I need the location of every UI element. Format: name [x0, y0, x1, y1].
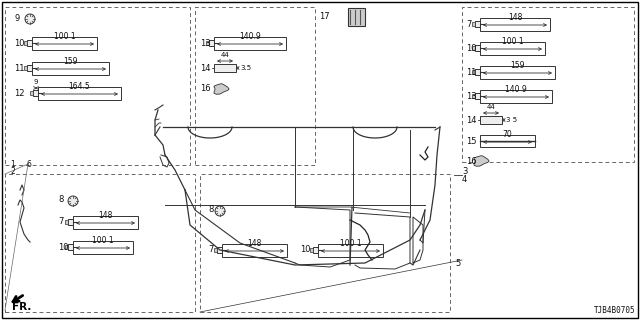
Text: 13: 13 [466, 92, 477, 100]
Text: 10: 10 [58, 243, 68, 252]
Text: 7: 7 [58, 218, 63, 227]
Bar [214, 248, 217, 252]
Bar [462, 7, 634, 162]
Text: 159: 159 [510, 61, 525, 70]
Text: 148: 148 [99, 211, 113, 220]
Text: 14: 14 [200, 63, 211, 73]
Bar [30, 91, 33, 95]
Bar [38, 87, 121, 100]
Bar [200, 174, 450, 312]
Text: 159: 159 [63, 57, 77, 66]
Bar [472, 94, 475, 98]
Text: FR.: FR. [12, 302, 32, 312]
Text: 10: 10 [300, 245, 310, 254]
Text: 140.9: 140.9 [239, 32, 261, 41]
Bar [214, 64, 236, 72]
Text: 7: 7 [466, 20, 472, 28]
Bar [472, 70, 475, 74]
Text: 16: 16 [466, 156, 477, 165]
Bar [472, 46, 475, 50]
Text: 2: 2 [10, 166, 15, 175]
Bar [217, 247, 222, 253]
Bar [32, 62, 109, 75]
Text: 8: 8 [208, 205, 213, 214]
Bar [24, 41, 27, 45]
Text: 148: 148 [247, 239, 262, 248]
Bar [24, 66, 27, 70]
Text: 8: 8 [58, 196, 63, 204]
Bar [214, 37, 286, 50]
Bar [480, 18, 550, 31]
Polygon shape [474, 156, 489, 166]
Bar [73, 216, 138, 229]
Circle shape [215, 206, 225, 216]
Bar [318, 244, 383, 257]
Circle shape [68, 196, 78, 206]
Text: 5: 5 [455, 259, 460, 268]
Text: 12: 12 [14, 89, 24, 98]
Bar [209, 40, 214, 46]
Bar [5, 7, 190, 165]
Bar [310, 248, 313, 252]
Bar [73, 241, 133, 254]
Bar [222, 244, 287, 257]
Text: 4: 4 [462, 174, 467, 183]
Text: 164.5: 164.5 [68, 82, 90, 91]
Bar [206, 41, 209, 45]
Bar [475, 21, 480, 27]
Bar [480, 116, 502, 124]
Bar [27, 40, 32, 46]
Bar [195, 7, 315, 165]
Text: 44: 44 [486, 104, 495, 110]
Bar [68, 219, 73, 225]
Bar [313, 247, 318, 253]
Bar [480, 90, 552, 103]
Text: 15: 15 [466, 137, 477, 146]
Text: 9: 9 [14, 13, 19, 22]
Text: 3.5: 3.5 [240, 65, 251, 71]
Text: TJB4B0705: TJB4B0705 [595, 306, 636, 315]
Text: 9: 9 [34, 79, 38, 85]
Text: 3 5: 3 5 [506, 117, 517, 123]
Bar [68, 244, 73, 250]
Text: 70: 70 [502, 130, 513, 139]
Text: 16: 16 [200, 84, 211, 92]
Polygon shape [214, 84, 229, 94]
Bar [5, 174, 195, 312]
Bar [480, 42, 545, 55]
Text: 100 1: 100 1 [340, 239, 362, 248]
Text: 11: 11 [14, 63, 24, 73]
Bar [33, 90, 38, 96]
Text: 148: 148 [508, 13, 522, 22]
Bar [475, 93, 480, 99]
Bar [65, 245, 68, 249]
Text: 10: 10 [466, 44, 477, 52]
Bar [480, 66, 555, 79]
Circle shape [25, 14, 35, 24]
Text: 100 1: 100 1 [502, 37, 524, 46]
Bar [475, 69, 480, 75]
Text: 11: 11 [466, 68, 477, 76]
Text: 3: 3 [462, 166, 467, 175]
Text: 140 9: 140 9 [505, 85, 527, 94]
Text: 44: 44 [221, 52, 229, 58]
Bar [27, 65, 32, 71]
Text: 6: 6 [26, 159, 31, 169]
Bar [472, 22, 475, 26]
Text: 17: 17 [319, 12, 330, 20]
Text: 7: 7 [208, 245, 213, 254]
Bar [32, 37, 97, 50]
Text: 14: 14 [466, 116, 477, 124]
Text: 13: 13 [200, 38, 211, 47]
Bar [65, 220, 68, 224]
Text: 1: 1 [10, 159, 15, 169]
Bar [480, 135, 535, 147]
Text: 100 1: 100 1 [54, 32, 76, 41]
Bar [348, 8, 365, 26]
Text: 10: 10 [14, 38, 24, 47]
Text: 100 1: 100 1 [92, 236, 114, 245]
Bar [475, 45, 480, 51]
